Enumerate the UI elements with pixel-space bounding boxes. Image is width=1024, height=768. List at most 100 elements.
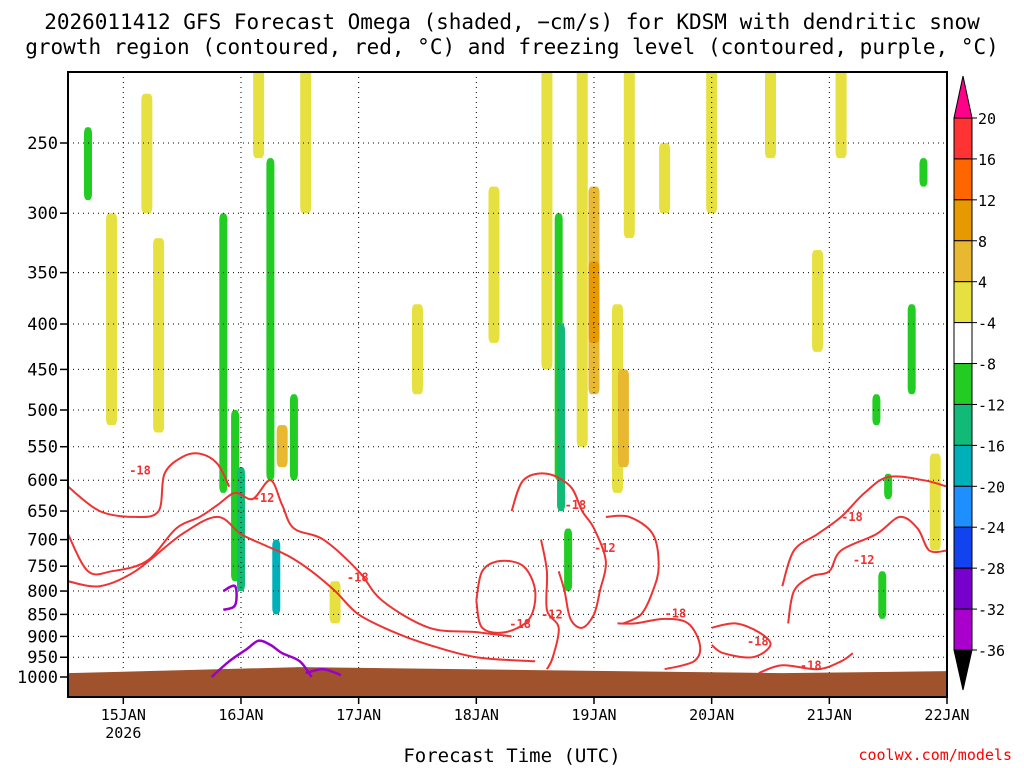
colorbar-label-12: -32 (978, 601, 1005, 619)
omega-region-13 (329, 581, 341, 624)
dgz-label-9: -18 (800, 658, 822, 672)
omega-region-33 (878, 571, 887, 619)
omega-region-35 (919, 158, 928, 187)
dgz-label-2: -18 (347, 570, 369, 584)
y-tick-label-1000: 1000 (17, 668, 58, 688)
dgz-label-3: -18 (509, 617, 531, 631)
colorbar-label-8: -16 (978, 437, 1005, 455)
freezing-level-contour-2 (305, 667, 342, 677)
colorbar-box-9 (953, 485, 973, 528)
colorbar-label-3: 8 (978, 233, 987, 251)
omega-region-4 (219, 213, 228, 493)
y-tick-label-800: 800 (27, 582, 58, 602)
terrain (68, 667, 947, 697)
dgz-contour-10 (781, 475, 947, 587)
omega-region-15 (488, 186, 500, 343)
dgz-contour-0 (68, 452, 231, 519)
omega-region-29 (812, 249, 824, 352)
y-tick-label-750: 750 (27, 557, 58, 577)
omega-region-27 (706, 72, 718, 214)
omega-region-10 (276, 425, 288, 468)
colorbar-label-7: -12 (978, 396, 1005, 414)
omega-shading (84, 72, 941, 624)
colorbar-box-1 (953, 158, 973, 201)
omega-region-32 (884, 473, 893, 500)
colorbar-box-0 (953, 117, 973, 160)
omega-region-11 (289, 394, 298, 481)
y-tick-label-250: 250 (27, 134, 58, 154)
omega-region-7 (253, 72, 265, 159)
freezing-level-contours (210, 584, 342, 678)
x-tick-label-16JAN: 16JAN (218, 706, 263, 724)
x-tick-label-17JAN: 17JAN (336, 706, 381, 724)
omega-region-30 (835, 72, 847, 159)
colorbar-box-6 (953, 363, 973, 405)
dgz-label-7: -18 (665, 606, 687, 620)
omega-region-24 (617, 369, 629, 468)
colorbar-label-6: -8 (978, 356, 996, 374)
omega-region-2 (141, 93, 153, 214)
credit-text: coolwx.com/models (858, 746, 1012, 764)
omega-region-19 (564, 528, 573, 592)
omega-region-3 (153, 238, 165, 433)
dgz-label-6: -12 (594, 541, 616, 555)
colorbar-box-4 (953, 281, 973, 324)
omega-region-8 (266, 158, 275, 481)
dgz-contour-9 (758, 652, 854, 675)
y-tick-label-650: 650 (27, 502, 58, 522)
plot-frame (67, 71, 948, 698)
omega-region-14 (411, 304, 423, 395)
dgz-contour-6 (605, 514, 660, 625)
colorbar-label-2: 12 (978, 192, 996, 210)
dgz-contour-7 (617, 617, 702, 671)
x-tick-label-22JAN: 22JAN (924, 706, 969, 724)
x-tick-label-18JAN: 18JAN (454, 706, 499, 724)
freezing-level-contour-0 (222, 584, 238, 612)
colorbar-label-10: -24 (978, 519, 1005, 537)
colorbar-box-11 (953, 567, 973, 610)
y-tick-label-700: 700 (27, 531, 58, 551)
y-axis: 2503003504004505005506006507007508008509… (17, 134, 68, 688)
y-tick-label-500: 500 (27, 401, 58, 421)
dgz-contour-8 (711, 622, 772, 659)
omega-region-0 (84, 127, 93, 201)
colorbar-bottom-triangle (953, 649, 973, 691)
omega-region-16 (541, 72, 553, 370)
dgz-label-10: -18 (841, 510, 863, 524)
dgz-label-11: -12 (853, 553, 875, 567)
colorbar-box-3 (953, 240, 973, 283)
y-tick-label-450: 450 (27, 360, 58, 380)
dgz-contour-3 (475, 559, 537, 634)
colorbar-label-5: -4 (978, 315, 996, 333)
colorbar-label-4: 4 (978, 274, 987, 292)
y-tick-label-950: 950 (27, 648, 58, 668)
x-tick-sublabel-15JAN: 2026 (105, 724, 141, 742)
y-tick-label-300: 300 (27, 204, 58, 224)
dgz-label-4: -12 (541, 607, 563, 621)
omega-region-25 (623, 72, 635, 239)
y-tick-label-550: 550 (27, 438, 58, 458)
omega-region-20 (576, 72, 588, 447)
omega-region-6 (236, 467, 245, 592)
colorbar-label-11: -28 (978, 560, 1005, 578)
y-tick-label-400: 400 (27, 315, 58, 335)
colorbar-box-10 (953, 526, 973, 569)
colorbar-label-13: -36 (978, 642, 1005, 660)
omega-region-34 (907, 304, 916, 395)
omega-region-28 (764, 72, 776, 159)
y-tick-label-900: 900 (27, 627, 58, 647)
colorbar-label-9: -20 (978, 478, 1005, 496)
x-tick-label-21JAN: 21JAN (807, 706, 852, 724)
x-axis-label: Forecast Time (UTC) (403, 745, 621, 767)
colorbar-top-triangle (953, 75, 973, 119)
omega-region-26 (659, 143, 671, 214)
x-tick-label-15JAN: 15JAN (101, 706, 146, 724)
colorbar-box-5 (953, 322, 973, 365)
dgz-label-1: -12 (253, 491, 275, 505)
omega-region-18 (557, 324, 566, 512)
omega-region-9 (272, 539, 281, 615)
dgz-contour-11 (787, 515, 947, 624)
freezing-level-contour-1 (210, 639, 313, 678)
colorbar-box-7 (953, 403, 973, 446)
